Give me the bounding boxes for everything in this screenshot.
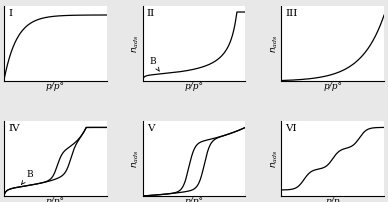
X-axis label: p/p°: p/p° — [185, 197, 203, 202]
Text: II: II — [147, 9, 155, 18]
Text: I: I — [8, 9, 12, 18]
Y-axis label: $n_\mathregular{ads}$: $n_\mathregular{ads}$ — [269, 34, 280, 53]
Y-axis label: $n_\mathregular{ads}$: $n_\mathregular{ads}$ — [131, 34, 141, 53]
Text: V: V — [147, 124, 154, 134]
Text: III: III — [286, 9, 298, 18]
Text: IV: IV — [8, 124, 20, 134]
X-axis label: p/p°: p/p° — [46, 197, 65, 202]
Text: VI: VI — [286, 124, 297, 134]
Y-axis label: $n_\mathregular{ads}$: $n_\mathregular{ads}$ — [269, 149, 280, 168]
X-axis label: p/p°: p/p° — [46, 82, 65, 91]
Y-axis label: $n_\mathregular{ads}$: $n_\mathregular{ads}$ — [0, 149, 2, 168]
X-axis label: p/p°: p/p° — [323, 82, 342, 91]
X-axis label: p/p: p/p — [326, 197, 340, 202]
Y-axis label: $n_\mathregular{ads}$: $n_\mathregular{ads}$ — [131, 149, 141, 168]
X-axis label: p/p°: p/p° — [185, 82, 203, 91]
Y-axis label: $n_\mathregular{ads}$: $n_\mathregular{ads}$ — [0, 34, 2, 53]
Text: B: B — [150, 57, 159, 71]
Text: B: B — [22, 170, 33, 184]
